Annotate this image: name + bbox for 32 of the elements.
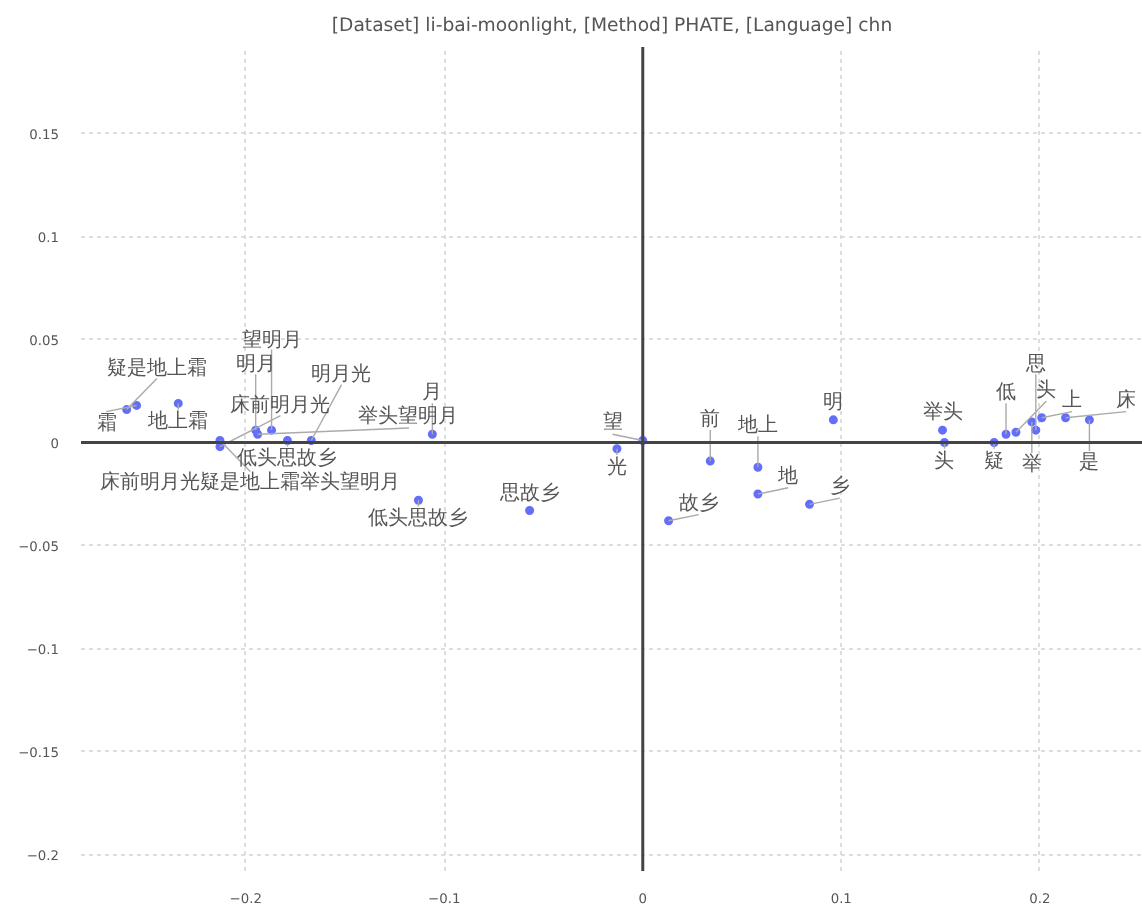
annotation: 明月光 [311,362,372,387]
chart-title: [Dataset] li-bai-moonlight, [Method] PHATE, [Language] chn [331,15,893,37]
annotation: 前 [700,407,721,432]
annotation: 故乡 [678,490,719,515]
annotation: 地上 [735,413,778,438]
annotation: 地 [775,464,798,489]
annotation: 明 [823,391,844,414]
annotation: 床前明月光疑是地上霜举头望明月 [99,470,400,495]
annotation: 举 [1021,451,1042,476]
annotation: 乡 [829,474,850,499]
annotation: 低头思故乡 [237,446,338,471]
annotation: 霜 [96,413,117,436]
annotation: 头 [1035,378,1056,403]
annotation: 床 [1115,387,1136,412]
annotation: 地上霜 [146,409,209,434]
annotation: 低 [996,382,1017,405]
annotation: 举头 [922,400,963,425]
annotation: 上 [1061,387,1082,412]
annotation: 举头望明月 [357,404,458,429]
annotation: 望 [602,410,623,435]
annotation: 低头思故乡 [368,506,469,531]
annotation: 疑 [984,448,1005,473]
annotation: 头 [934,448,955,473]
annotation: 床前明月光 [229,392,330,417]
annotation: 思故乡 [497,480,560,505]
annotation: 光 [606,454,627,479]
annotation: 是 [1079,451,1100,474]
annotation: 望明月 [241,328,302,353]
annotation: 明月 [235,354,276,377]
annotation: 月 [422,382,443,405]
annotation: 思 [1023,354,1046,377]
annotation: 疑是地上霜 [106,355,207,380]
